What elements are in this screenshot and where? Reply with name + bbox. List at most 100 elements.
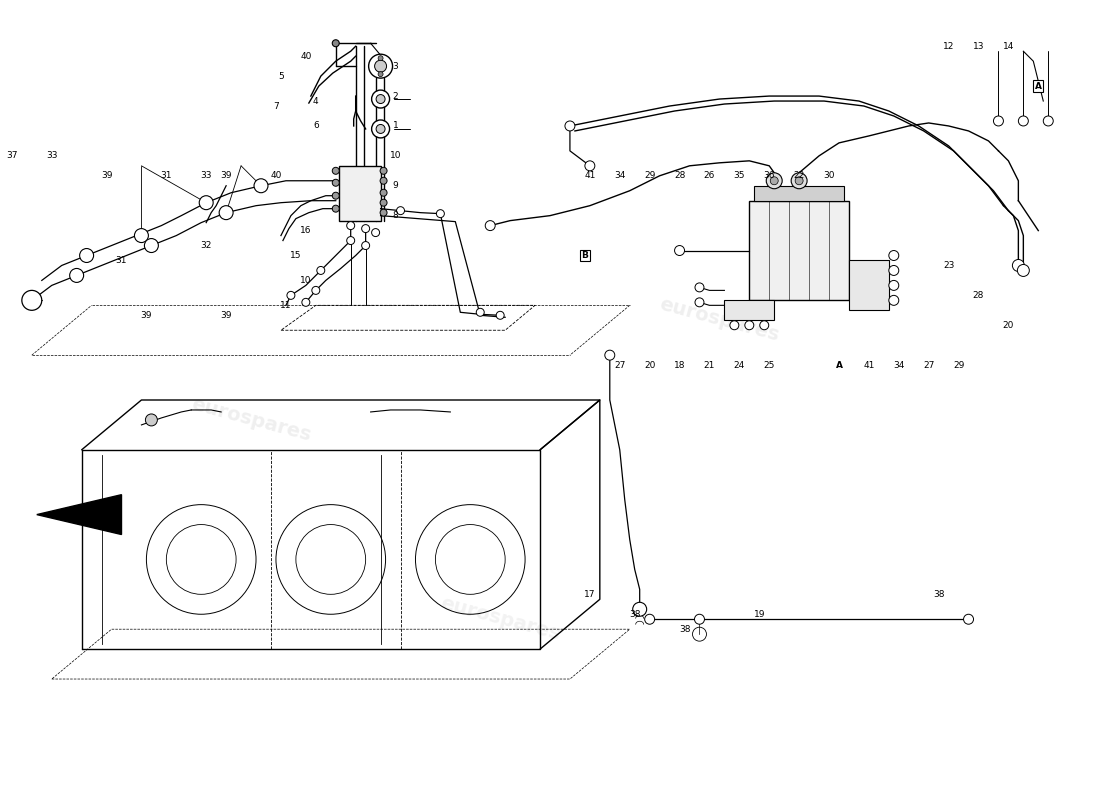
Text: 31: 31 [116,256,128,265]
Text: 4: 4 [314,97,319,106]
Text: 28: 28 [972,291,984,300]
Text: 39: 39 [101,171,112,180]
Circle shape [964,614,974,624]
Text: 17: 17 [584,590,595,599]
Text: 38: 38 [629,610,640,618]
Bar [725,300,774,320]
Text: 36: 36 [763,171,776,180]
Circle shape [346,237,354,245]
Circle shape [889,266,899,275]
Circle shape [301,298,310,306]
Circle shape [145,414,157,426]
Text: 39: 39 [220,310,232,320]
Circle shape [332,167,339,174]
Text: 27: 27 [923,361,934,370]
Text: 9: 9 [393,182,398,190]
Circle shape [317,266,324,274]
Circle shape [346,222,354,230]
Circle shape [332,40,339,46]
Text: 13: 13 [972,42,984,50]
Circle shape [199,196,213,210]
Text: 20: 20 [1003,321,1014,330]
Text: 16: 16 [300,226,311,235]
Circle shape [1012,259,1024,271]
Circle shape [144,238,158,253]
Text: 28: 28 [674,171,685,180]
Circle shape [376,125,385,134]
Circle shape [372,229,379,237]
Circle shape [730,321,739,330]
Text: 10: 10 [389,151,402,160]
Text: 38: 38 [679,625,691,634]
Text: B: B [582,251,588,260]
Text: 10: 10 [300,276,311,285]
Circle shape [311,286,320,294]
Text: 8: 8 [393,211,398,220]
Circle shape [69,269,84,282]
Text: 21: 21 [704,361,715,370]
Circle shape [381,178,387,184]
Text: 35: 35 [734,171,745,180]
Text: 20: 20 [644,361,656,370]
Text: eurospares: eurospares [189,394,314,445]
Circle shape [362,225,370,233]
Circle shape [381,190,387,196]
Bar [755,186,844,201]
Circle shape [770,177,778,185]
Circle shape [889,250,899,261]
Bar [339,166,381,221]
Circle shape [368,54,393,78]
Text: 19: 19 [754,610,764,618]
Circle shape [585,161,595,170]
Text: 31: 31 [161,171,172,180]
Circle shape [254,178,268,193]
Circle shape [287,291,295,299]
Bar [849,261,889,310]
Circle shape [378,56,383,61]
Circle shape [795,177,803,185]
Text: 40: 40 [300,52,311,61]
Circle shape [1018,265,1030,277]
Circle shape [694,614,704,624]
Text: 12: 12 [943,42,955,50]
Text: A: A [836,361,843,370]
Text: 40: 40 [271,171,282,180]
Text: 24: 24 [734,361,745,370]
Text: 23: 23 [943,261,955,270]
Text: 29: 29 [644,171,656,180]
Circle shape [745,321,754,330]
Text: 37: 37 [7,151,18,160]
Text: 2: 2 [393,91,398,101]
Circle shape [332,192,339,199]
Text: 33: 33 [200,171,212,180]
Circle shape [791,173,807,189]
Text: 15: 15 [290,251,301,260]
Text: 30: 30 [823,171,835,180]
Text: 29: 29 [953,361,965,370]
Text: 25: 25 [763,361,774,370]
Text: 1: 1 [393,122,398,130]
Circle shape [381,167,387,174]
Text: 41: 41 [864,361,874,370]
Text: 18: 18 [674,361,685,370]
Text: 6: 6 [312,122,319,130]
Circle shape [362,242,370,250]
Text: 3: 3 [393,62,398,70]
Circle shape [381,209,387,216]
Circle shape [396,206,405,214]
Circle shape [332,179,339,186]
Circle shape [565,121,575,131]
Circle shape [219,206,233,220]
Circle shape [134,229,148,242]
Circle shape [372,120,389,138]
Circle shape [381,199,387,206]
Text: 39: 39 [220,171,232,180]
Circle shape [889,295,899,306]
Polygon shape [36,494,121,534]
Circle shape [1019,116,1028,126]
Circle shape [674,246,684,255]
Circle shape [760,321,769,330]
Circle shape [632,602,647,616]
Text: 34: 34 [893,361,904,370]
Text: 39: 39 [141,310,152,320]
